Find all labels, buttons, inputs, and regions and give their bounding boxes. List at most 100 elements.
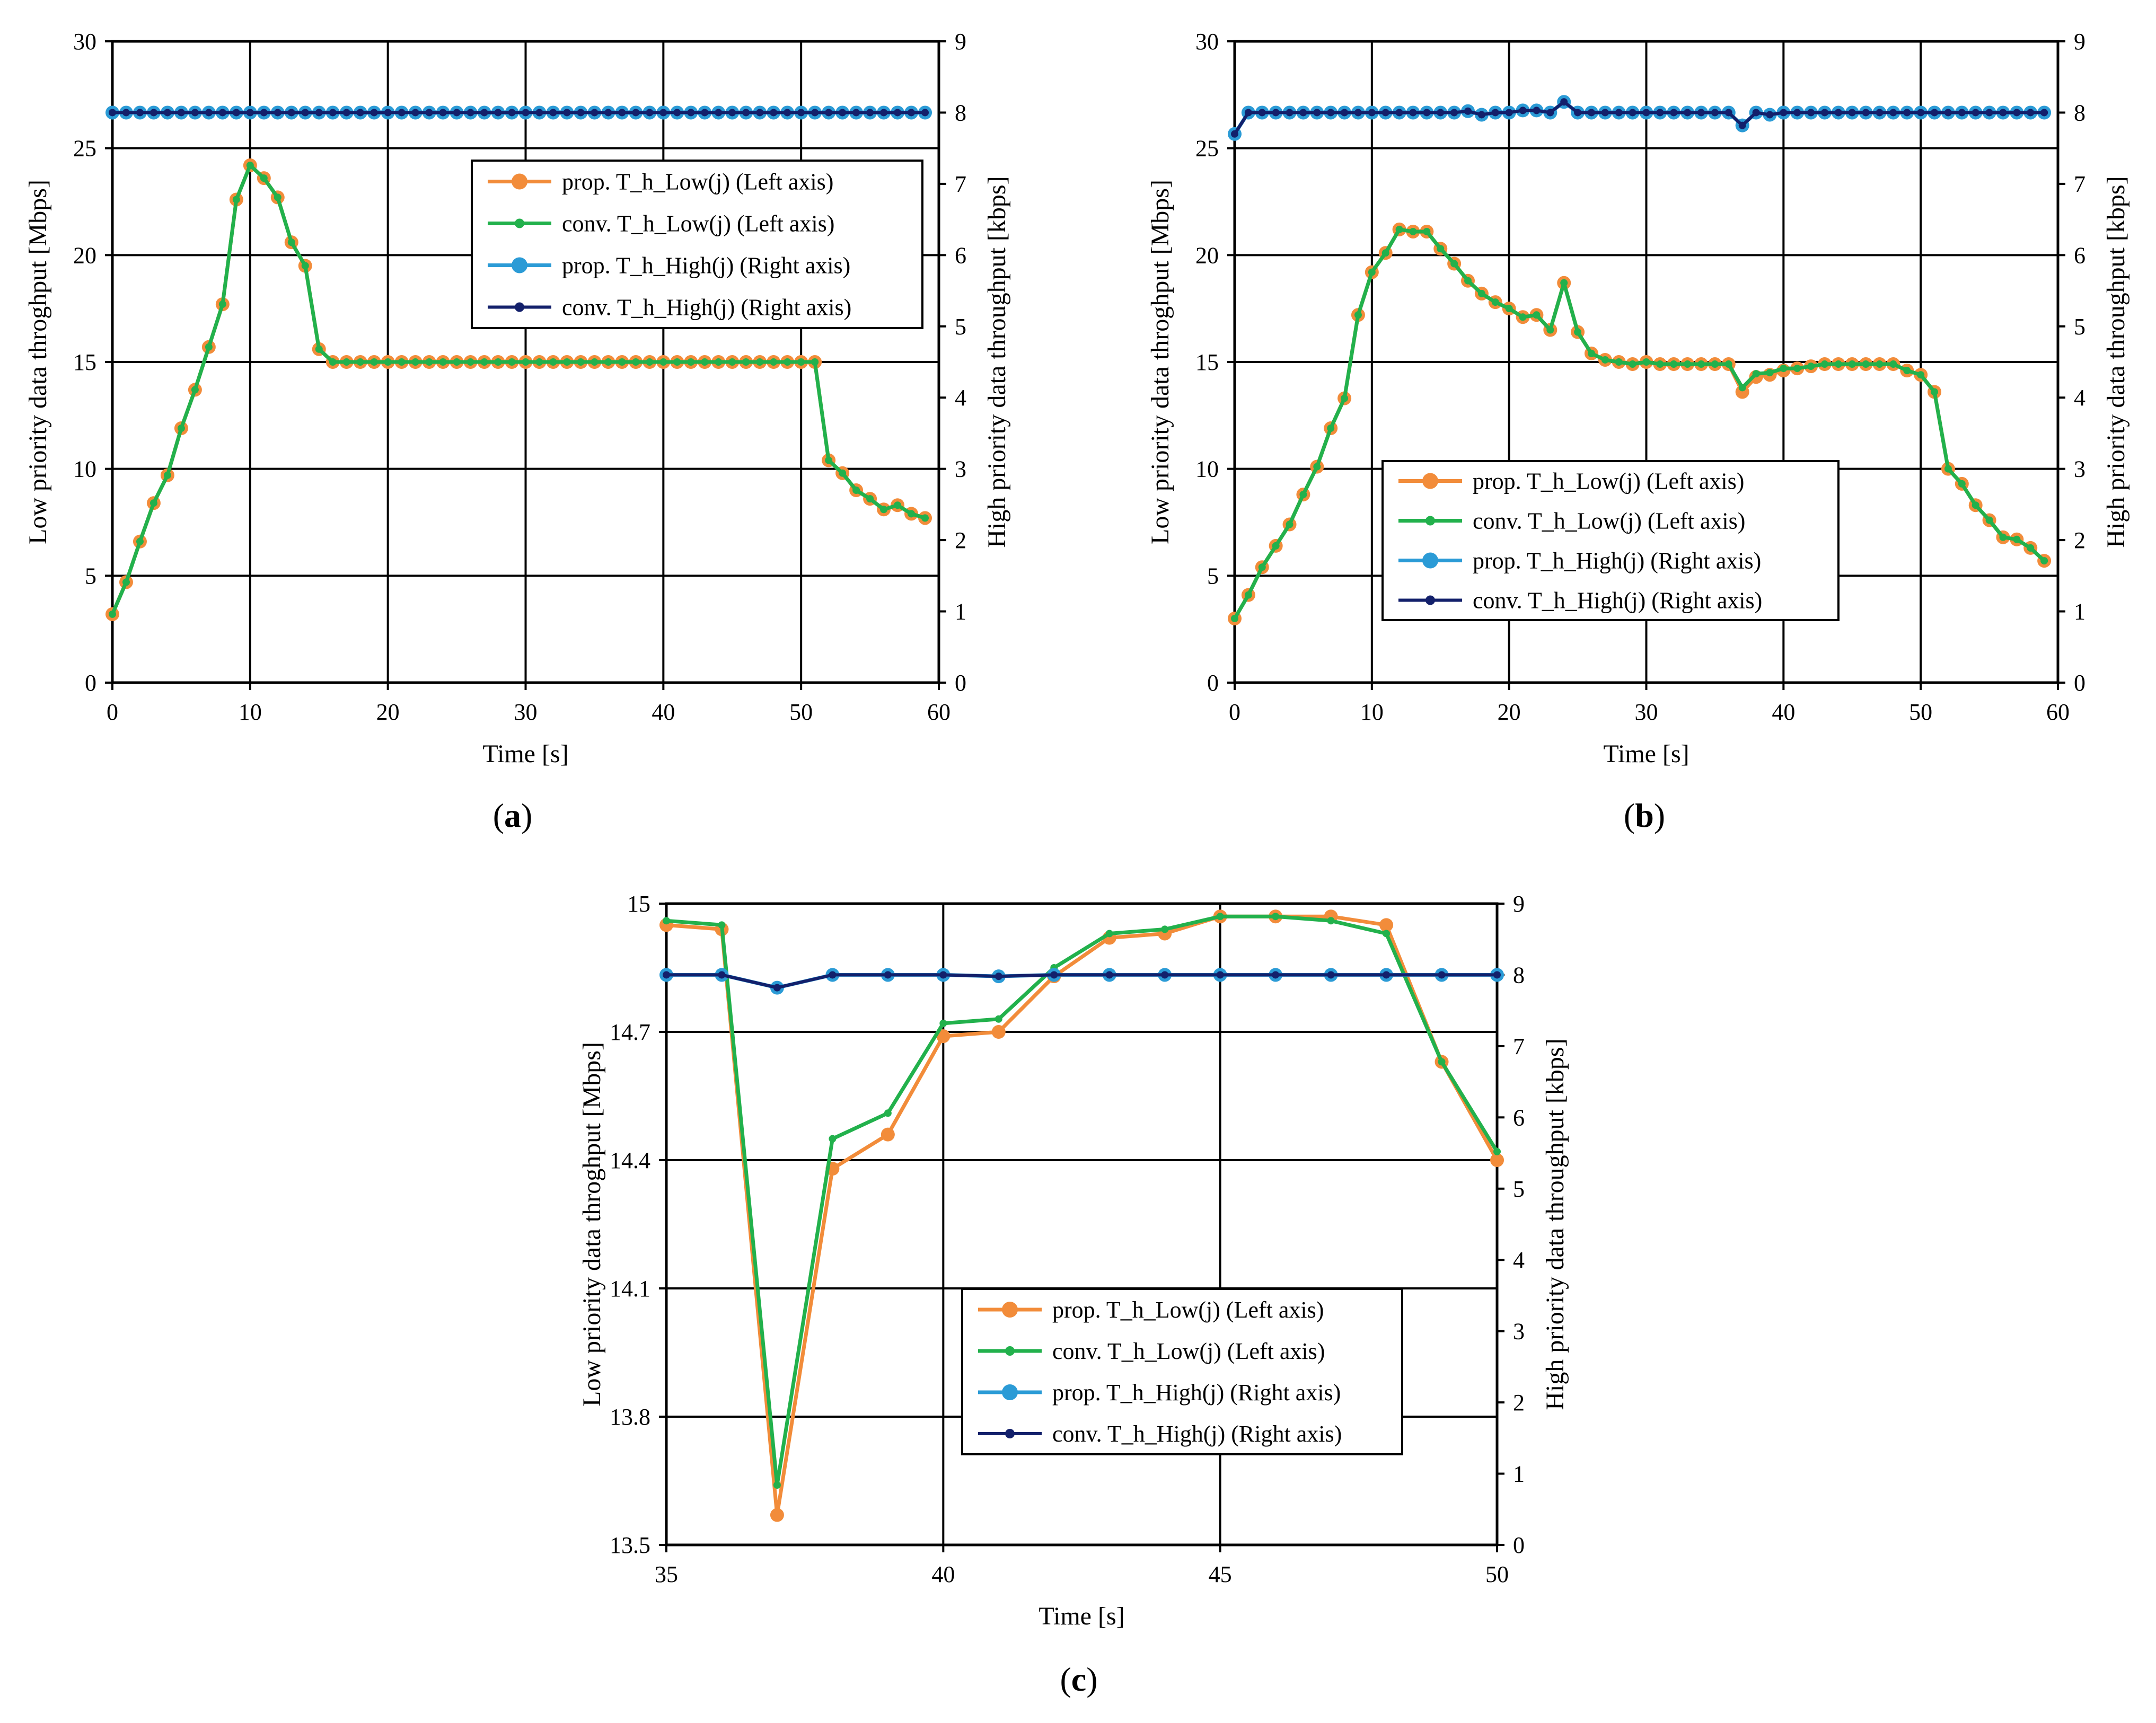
data-point — [1972, 109, 1979, 117]
data-point — [1656, 360, 1664, 368]
data-point — [1050, 971, 1058, 979]
data-point — [1848, 109, 1856, 117]
data-point — [453, 109, 461, 117]
x-axis-title: Time [s] — [482, 740, 568, 768]
series-conv_high — [663, 971, 1501, 992]
data-point — [1533, 107, 1541, 114]
data-point — [1629, 109, 1636, 117]
right-tick-label: 6 — [1513, 1105, 1525, 1130]
data-point — [991, 1025, 1006, 1039]
data-point — [1780, 365, 1788, 373]
data-point — [1642, 358, 1650, 366]
data-point — [1724, 109, 1732, 117]
data-point — [191, 386, 199, 394]
x-axis-title: Time [s] — [1603, 740, 1689, 768]
data-point — [1903, 109, 1911, 117]
x-tick-label: 60 — [2046, 699, 2070, 725]
left-tick-label: 15 — [1195, 349, 1219, 375]
data-point — [342, 109, 350, 117]
data-point — [618, 358, 626, 366]
data-point — [1354, 311, 1362, 319]
data-point — [1793, 365, 1801, 373]
legend-label: conv. T_h_Low(j) (Left axis) — [1052, 1338, 1325, 1364]
data-point — [1258, 109, 1266, 117]
data-point — [742, 358, 750, 366]
data-point — [1574, 109, 1582, 117]
data-point — [1985, 516, 1993, 524]
data-point — [1286, 520, 1293, 528]
data-point — [618, 109, 626, 117]
data-point — [797, 358, 805, 366]
data-point — [811, 358, 819, 366]
data-point — [784, 358, 791, 366]
data-point — [177, 109, 185, 117]
data-point — [673, 358, 681, 366]
legend-label: prop. T_h_Low(j) (Left axis) — [1473, 469, 1744, 494]
data-point — [659, 358, 667, 366]
data-point — [1533, 311, 1541, 319]
data-point — [1587, 349, 1595, 357]
data-point — [1684, 109, 1692, 117]
right-tick-label: 4 — [955, 385, 966, 411]
data-point — [1381, 109, 1389, 117]
left-tick-label: 0 — [85, 670, 96, 696]
data-point — [884, 971, 892, 979]
left-tick-label: 15 — [627, 891, 650, 917]
data-point — [342, 358, 350, 366]
data-point — [1368, 268, 1376, 276]
data-point — [995, 1015, 1002, 1023]
data-point — [205, 343, 213, 351]
data-point — [1383, 971, 1391, 979]
data-point — [549, 358, 557, 366]
data-point — [1999, 533, 2007, 541]
data-point — [2013, 109, 2021, 117]
data-point — [811, 109, 819, 117]
data-point — [1105, 930, 1113, 938]
x-tick-label: 50 — [1909, 699, 1932, 725]
right-axis-title: High priority data throughput [kbps] — [1541, 1038, 1569, 1410]
data-point — [1395, 109, 1403, 117]
data-point — [1889, 109, 1897, 117]
data-point — [784, 109, 791, 117]
data-point — [1985, 109, 1993, 117]
data-point — [715, 109, 723, 117]
data-point — [797, 109, 805, 117]
data-point — [770, 358, 778, 366]
left-tick-label: 20 — [73, 242, 96, 268]
data-point — [508, 109, 516, 117]
data-point — [1505, 109, 1513, 117]
legend-item-conv_low: conv. T_h_Low(j) (Left axis) — [1398, 508, 1745, 534]
data-point — [673, 109, 681, 117]
x-tick-label: 20 — [376, 699, 400, 725]
data-point — [1820, 360, 1828, 368]
x-tick-label: 0 — [1229, 699, 1240, 725]
data-point — [1299, 109, 1307, 117]
legend-swatch-marker — [1002, 1384, 1018, 1400]
data-point — [356, 358, 364, 366]
data-point — [1477, 289, 1485, 297]
data-point — [742, 109, 750, 117]
legend-item-conv_low: conv. T_h_Low(j) (Left axis) — [488, 211, 834, 237]
data-point — [1491, 109, 1499, 117]
data-point — [866, 109, 874, 117]
right-tick-label: 2 — [1513, 1390, 1525, 1416]
data-point — [480, 358, 488, 366]
right-tick-label: 3 — [1513, 1319, 1525, 1345]
data-point — [1477, 111, 1485, 119]
right-tick-label: 5 — [955, 314, 966, 340]
data-point — [260, 109, 268, 117]
data-point — [122, 109, 130, 117]
data-point — [659, 109, 667, 117]
legend-swatch-marker — [1422, 552, 1438, 569]
legend-label: prop. T_h_High(j) (Right axis) — [1052, 1380, 1341, 1406]
data-point — [1272, 913, 1280, 921]
data-point — [1395, 225, 1403, 233]
data-point — [218, 109, 226, 117]
data-point — [1972, 501, 1979, 509]
data-point — [1437, 109, 1445, 117]
data-point — [535, 358, 543, 366]
panel-label: (a) — [493, 797, 533, 834]
data-point — [149, 109, 157, 117]
right-tick-label: 6 — [2074, 242, 2085, 268]
data-point — [301, 262, 309, 270]
